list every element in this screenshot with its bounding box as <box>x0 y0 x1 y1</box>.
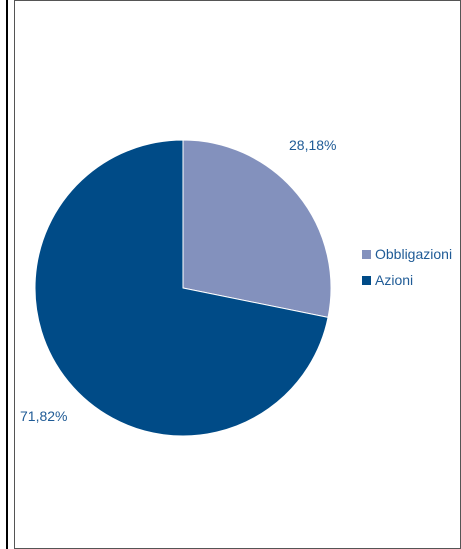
slice-azioni <box>34 139 329 437</box>
legend-swatch <box>362 275 371 285</box>
legend-label: Azioni <box>375 272 414 288</box>
left-border-line <box>6 0 8 549</box>
slice-label-azioni: 71,82% <box>20 408 67 424</box>
slice-obbligazioni <box>182 139 332 318</box>
legend-item-azioni: Azioni <box>362 270 452 290</box>
legend-label: Obbligazioni <box>375 246 453 262</box>
slice-label-obbligazioni: 28,18% <box>289 137 336 153</box>
legend-swatch <box>362 249 371 259</box>
legend-item-obbligazioni: Obbligazioni <box>362 244 452 264</box>
legend: Obbligazioni Azioni <box>362 244 452 296</box>
